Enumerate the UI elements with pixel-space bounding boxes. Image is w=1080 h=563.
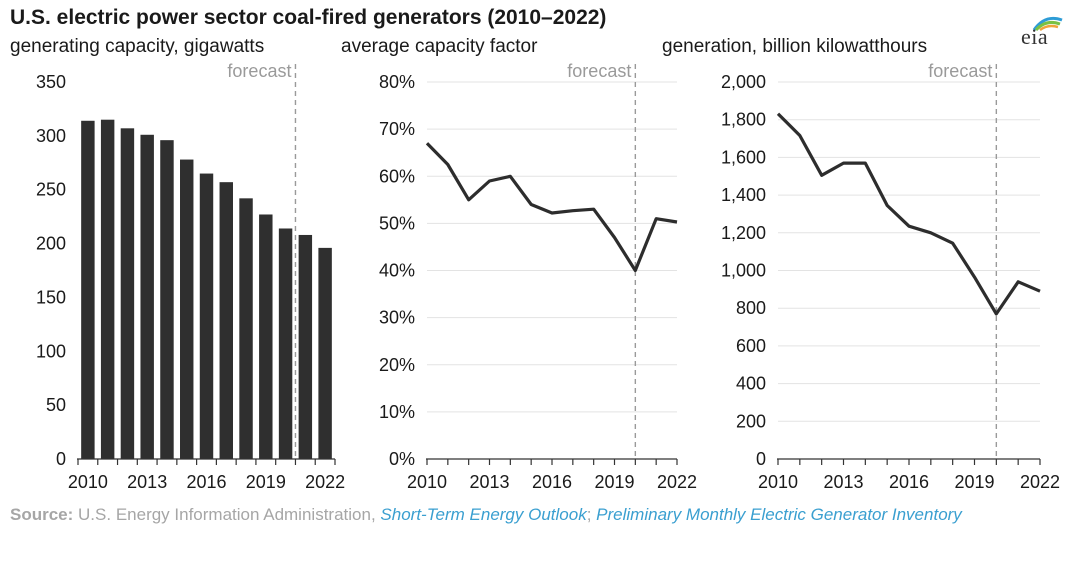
y-tick-label: 150 [36, 287, 66, 307]
y-tick-label: 40% [379, 261, 415, 281]
source-text: U.S. Energy Information Administration, [78, 505, 376, 524]
y-tick-label: 30% [379, 308, 415, 328]
y-tick-label: 350 [36, 72, 66, 92]
bar-2017 [219, 182, 233, 459]
forecast-label: forecast [567, 61, 631, 81]
logo-text: eia [1021, 24, 1049, 49]
y-tick-label: 100 [36, 341, 66, 361]
x-tick-label: 2022 [1020, 472, 1060, 492]
capacity-factor-line-chart: 0% 10% 20% 30% 40% 50% 60% 70% 80% forecast 2010 20… [379, 61, 697, 492]
y-tick-label: 0% [389, 449, 415, 469]
x-tick-label: 2010 [68, 472, 108, 492]
y-tick-label: 0 [756, 449, 766, 469]
y-tick-label: 1,600 [721, 147, 766, 167]
y-tick-label: 800 [736, 298, 766, 318]
source-separator: ; [586, 505, 592, 524]
y-tick-label: 400 [736, 374, 766, 394]
x-tick-label: 2016 [532, 472, 572, 492]
bar-2018 [239, 198, 253, 459]
y-tick-label: 10% [379, 402, 415, 422]
bar-2021 [298, 234, 313, 459]
x-tick-label: 2010 [407, 472, 447, 492]
y-tick-label: 1,800 [721, 110, 766, 130]
charts-canvas: 0 50 100 150 200 250 300 350 forecast 2010 2013 201… [36, 61, 1060, 492]
y-tick-label: 300 [36, 126, 66, 146]
y-tick-label: 600 [736, 336, 766, 356]
y-tick-label: 20% [379, 355, 415, 375]
chart-title: U.S. electric power sector coal-fired ge… [10, 6, 607, 29]
x-tick-label: 2019 [594, 472, 634, 492]
y-tick-label: 2,000 [721, 72, 766, 92]
y-tick-label: 250 [36, 180, 66, 200]
y-tick-label: 50 [46, 395, 66, 415]
y-tick-label: 200 [736, 411, 766, 431]
y-tick-label: 60% [379, 166, 415, 186]
source-link-steo[interactable]: Short-Term Energy Outlook [380, 505, 587, 524]
x-tick-label: 2016 [889, 472, 929, 492]
bar-2020 [278, 228, 293, 459]
bar-2015 [180, 159, 194, 459]
source-label: Source: [10, 505, 74, 524]
bar-2016 [199, 173, 214, 460]
x-tick-label: 2019 [954, 472, 994, 492]
subtitle-capacity-factor: average capacity factor [341, 36, 538, 57]
x-tick-label: 2022 [657, 472, 697, 492]
series-line [425, 142, 678, 273]
x-tick-label: 2013 [127, 472, 167, 492]
y-tick-label: 50% [379, 213, 415, 233]
x-tick-label: 2019 [246, 472, 286, 492]
capacity-bar-chart: 0 50 100 150 200 250 300 350 forecast 2010 2013 201… [36, 61, 345, 492]
subtitle-generation: generation, billion kilowatthours [662, 36, 928, 57]
x-tick-label: 2022 [305, 472, 345, 492]
y-tick-label: 1,000 [721, 261, 766, 281]
bar-2019 [259, 214, 273, 459]
y-tick-label: 70% [379, 119, 415, 139]
x-tick-label: 2016 [186, 472, 226, 492]
subtitle-capacity: generating capacity, gigawatts [10, 36, 265, 57]
bar-2014 [160, 140, 174, 459]
bar-2013 [140, 134, 154, 459]
source-note: Source: U.S. Energy Information Administ… [10, 502, 1050, 528]
bar-2010 [81, 120, 95, 459]
y-tick-label: 0 [56, 449, 66, 469]
y-tick-label: 1,400 [721, 185, 766, 205]
x-tick-label: 2013 [823, 472, 863, 492]
bar-2011 [100, 119, 115, 459]
bar-2022 [318, 247, 332, 459]
series-line [776, 112, 1041, 316]
eia-logo-icon [1018, 12, 1068, 54]
forecast-label: forecast [227, 61, 291, 81]
x-tick-label: 2010 [758, 472, 798, 492]
y-tick-label: 1,200 [721, 223, 766, 243]
source-link-generator-inventory[interactable]: Preliminary Monthly Electric Generator I… [596, 505, 962, 524]
y-tick-label: 80% [379, 72, 415, 92]
y-tick-label: 200 [36, 234, 66, 254]
bar-2012 [120, 128, 135, 459]
x-tick-label: 2013 [469, 472, 509, 492]
generation-line-chart: 0 200 400 600 800 1,000 1,200 1,400 1,600 1,800 2,… [721, 61, 1060, 492]
forecast-label: forecast [928, 61, 992, 81]
